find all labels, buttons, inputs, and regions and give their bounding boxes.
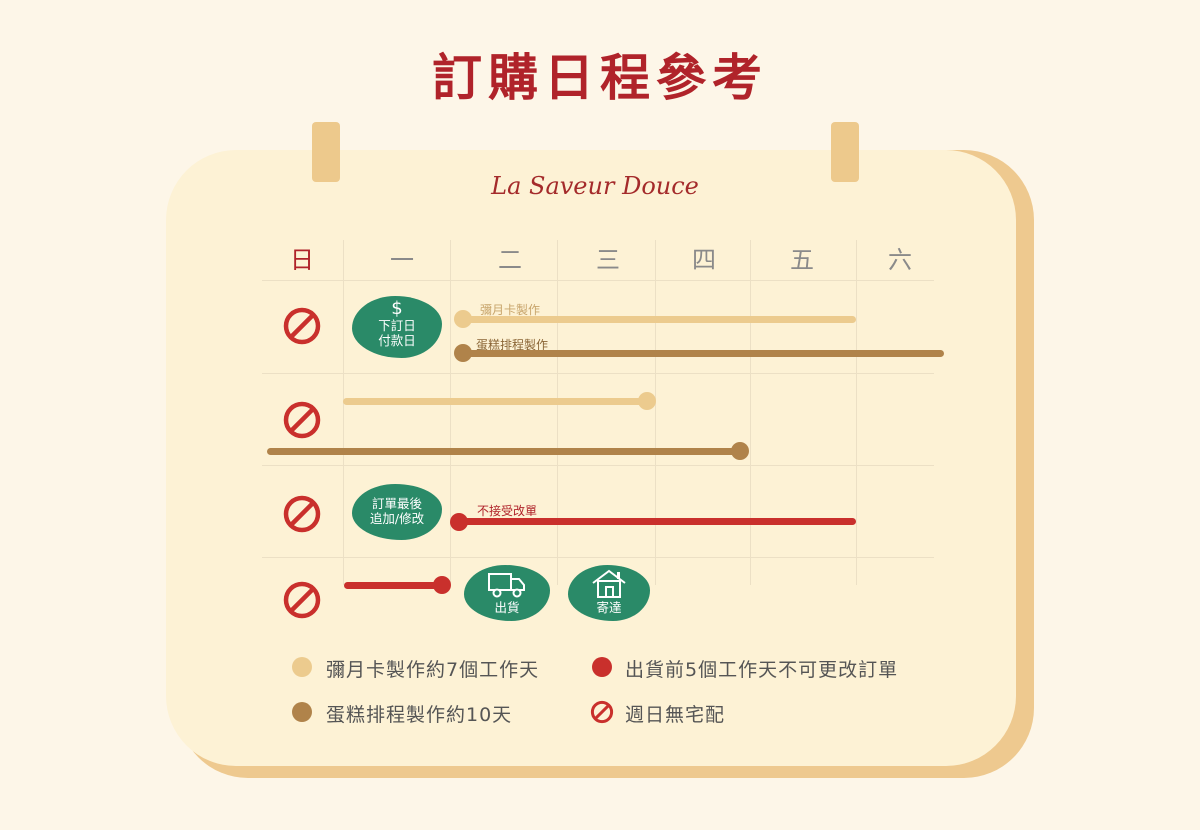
- no-delivery-icon: [283, 401, 321, 439]
- day-header-thu: 四: [692, 246, 716, 274]
- legend-cake-dot: [292, 702, 312, 722]
- page-title: 訂購日程參考: [432, 48, 768, 107]
- order-day-label: 下訂日: [378, 318, 416, 333]
- legend-mooncard-dot: [292, 657, 312, 677]
- no-change-label: 不接受改單: [477, 504, 538, 518]
- legend-no-sunday-text: 週日無宅配: [625, 704, 726, 726]
- legend-mooncard-text: 彌月卡製作約7個工作天: [326, 659, 540, 681]
- legend-no-change-dot: [592, 657, 612, 677]
- grid-column-line: [557, 240, 558, 585]
- last-edit-label-line2: 追加/修改: [369, 511, 425, 526]
- deliver-badge: 寄達: [568, 565, 650, 621]
- cake-start-dot: [454, 344, 472, 362]
- no-delivery-icon: [283, 581, 321, 619]
- mooncard-start-dot: [454, 310, 472, 328]
- calendar-ring-right: [831, 122, 859, 182]
- order-payment-day-badge: $ 下訂日 付款日: [352, 296, 442, 358]
- calendar-ring-left: [312, 122, 340, 182]
- day-header-sat: 六: [888, 246, 912, 274]
- mooncard-production-bar-continued: [343, 398, 648, 405]
- day-header-fri: 五: [790, 246, 814, 274]
- grid-column-line: [655, 240, 656, 585]
- day-header-mon: 一: [390, 246, 414, 274]
- last-edit-badge: 訂單最後 追加/修改: [352, 484, 442, 540]
- brand-logo: La Saveur Douce: [491, 172, 699, 200]
- grid-row-line: [262, 280, 934, 281]
- ship-badge: 出貨: [464, 565, 550, 621]
- grid-row-line: [262, 465, 934, 466]
- cake-production-bar-continued: [267, 448, 741, 455]
- grid-column-line: [450, 240, 451, 585]
- day-header-sun: 日: [290, 246, 314, 274]
- no-delivery-icon: [283, 307, 321, 345]
- legend-cake-text: 蛋糕排程製作約10天: [326, 704, 513, 726]
- no-change-bar-continued: [344, 582, 442, 589]
- no-change-bar: [458, 518, 856, 525]
- mooncard-end-dot: [638, 392, 656, 410]
- dollar-icon: $: [391, 298, 403, 319]
- no-delivery-icon: [283, 495, 321, 533]
- legend-no-change-text: 出貨前5個工作天不可更改訂單: [625, 659, 899, 681]
- no-change-start-dot: [450, 513, 468, 531]
- payment-day-label: 付款日: [378, 333, 416, 348]
- ship-label: 出貨: [494, 600, 520, 615]
- deliver-label: 寄達: [596, 600, 622, 615]
- no-change-end-dot: [433, 576, 451, 594]
- mooncard-production-label: 彌月卡製作: [480, 303, 541, 317]
- no-delivery-icon: [590, 700, 614, 724]
- last-edit-label-line1: 訂單最後: [371, 496, 422, 511]
- mooncard-production-bar: [462, 316, 856, 323]
- grid-row-line: [262, 557, 934, 558]
- cake-production-label: 蛋糕排程製作: [476, 338, 549, 352]
- grid-column-line: [856, 240, 857, 585]
- cake-end-dot: [731, 442, 749, 460]
- grid-row-line: [262, 373, 934, 374]
- house-icon: [592, 569, 626, 598]
- truck-icon: [488, 573, 525, 598]
- day-header-tue: 二: [498, 246, 522, 274]
- cake-production-bar: [462, 350, 944, 357]
- day-header-wed: 三: [596, 246, 620, 274]
- grid-column-line: [750, 240, 751, 585]
- grid-column-line: [343, 240, 344, 585]
